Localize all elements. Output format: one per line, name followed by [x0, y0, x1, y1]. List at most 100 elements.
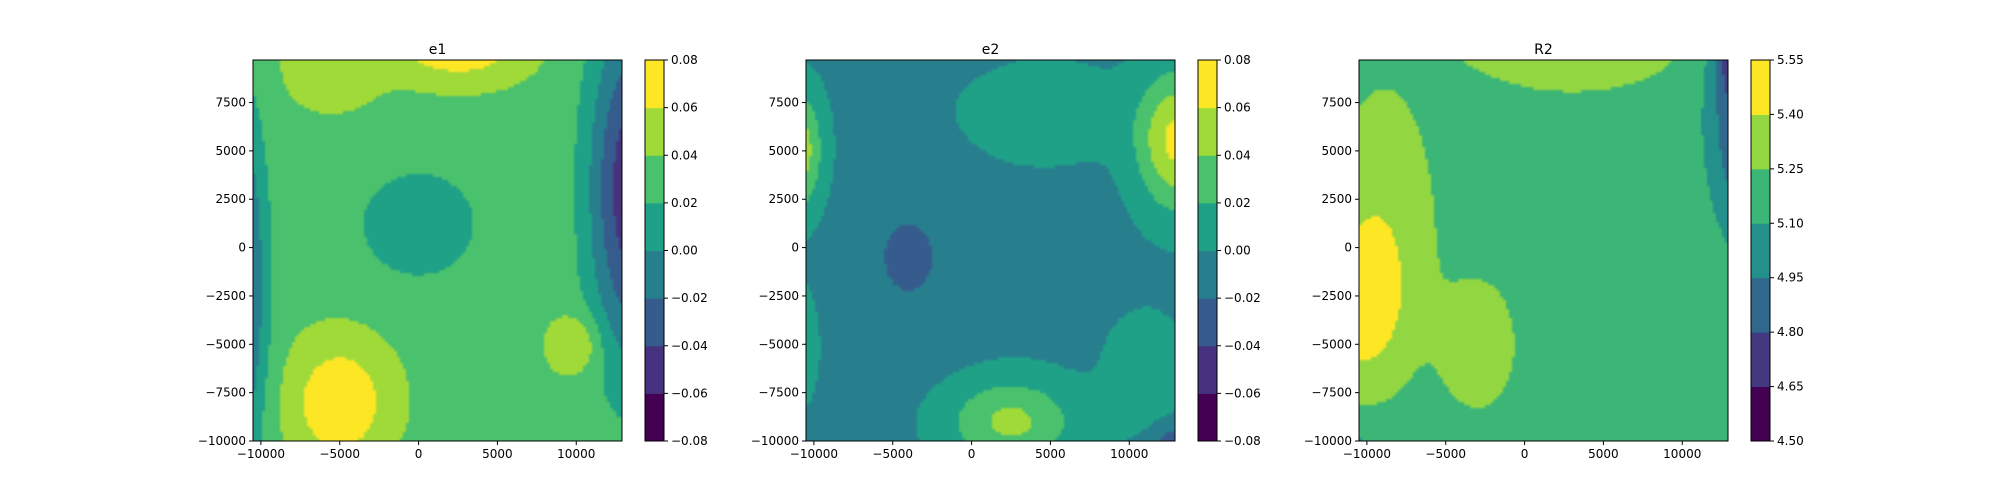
colorbar-tick-label: −0.06 [1224, 386, 1261, 400]
panel-title: e2 [982, 42, 1000, 58]
colorbar-band [645, 298, 664, 347]
colorbar-band [1751, 223, 1770, 279]
colorbar-band [1751, 60, 1770, 115]
colorbar-band [1198, 250, 1217, 299]
y-tick-label: 7500 [1321, 96, 1352, 110]
contour-fill [1359, 60, 1728, 441]
panel-e2: e2 −10000 −5000 0 5000 10000 −10000 −7500 −500… [751, 42, 1261, 461]
x-tick-label: −5000 [319, 447, 360, 461]
y-tick-label: 5000 [1321, 144, 1352, 158]
x-axis-ticks: −10000 −5000 0 5000 10000 [237, 441, 595, 461]
y-tick-label: 0 [238, 241, 246, 255]
y-tick-label: 5000 [768, 144, 799, 158]
colorbar-band [1198, 393, 1217, 442]
colorbar-band [1751, 168, 1770, 224]
y-tick-label: −7500 [1311, 386, 1352, 400]
x-tick-label: 10000 [1110, 447, 1148, 461]
y-tick-label: −5000 [758, 337, 799, 351]
panel-r2: R2 −10000 −5000 0 5000 10000 −10000 −7500 −500… [1304, 42, 1804, 461]
colorbar-band [1198, 107, 1217, 156]
y-tick-label: −7500 [758, 386, 799, 400]
plot-frame [252, 59, 623, 442]
y-tick-label: 2500 [768, 192, 799, 206]
colorbar-tick-label: −0.04 [1224, 339, 1261, 353]
x-tick-label: 0 [415, 447, 423, 461]
contour-plot [252, 59, 623, 442]
y-tick-label: −5000 [1311, 337, 1352, 351]
colorbar-tick-label: 0.02 [1224, 196, 1251, 210]
x-tick-label: 5000 [1035, 447, 1066, 461]
colorbar-tick-label: 0.04 [671, 148, 698, 162]
x-tick-label: 5000 [1588, 447, 1619, 461]
x-tick-label: −10000 [790, 447, 838, 461]
x-tick-label: −10000 [1343, 447, 1391, 461]
y-tick-label: −10000 [751, 434, 799, 448]
colorbar-tick-label: 5.40 [1777, 107, 1804, 121]
colorbar-tick-label: 0.00 [671, 244, 698, 258]
colorbar-band [1198, 202, 1217, 251]
colorbar-band [645, 155, 664, 204]
colorbar-tick-label: −0.06 [671, 386, 708, 400]
colorbar-tick-label: 4.50 [1777, 434, 1804, 448]
colorbar-tick-label: −0.04 [671, 339, 708, 353]
contour-fill [253, 60, 622, 441]
x-tick-label: −5000 [872, 447, 913, 461]
colorbar-tick-label: 5.55 [1777, 53, 1804, 67]
x-tick-label: 5000 [482, 447, 513, 461]
colorbar: −0.08 −0.06 −0.04 −0.02 0.00 0.02 0.04 0.06 0.08 [644, 53, 708, 448]
colorbar-band [645, 345, 664, 394]
colorbar-tick-label: 5.10 [1777, 216, 1804, 230]
colorbar-tick-label: 4.80 [1777, 325, 1804, 339]
y-axis-ticks: −10000 −7500 −5000 −2500 0 2500 5000 7500 [751, 96, 806, 448]
y-tick-label: −2500 [205, 289, 246, 303]
colorbar-tick-label: 0.06 [1224, 101, 1251, 115]
colorbar-tick-label: 4.65 [1777, 380, 1804, 394]
x-tick-label: 0 [968, 447, 976, 461]
colorbar-band [645, 250, 664, 299]
colorbar-band [1198, 298, 1217, 347]
contour-plot [1358, 59, 1729, 442]
colorbar-tick-label: −0.02 [671, 291, 708, 305]
y-tick-label: 5000 [215, 144, 246, 158]
x-tick-label: −5000 [1425, 447, 1466, 461]
colorbar-tick-label: −0.08 [1224, 434, 1261, 448]
y-tick-label: −2500 [758, 289, 799, 303]
colorbar-tick-label: 0.08 [671, 53, 698, 67]
x-tick-label: 10000 [557, 447, 595, 461]
y-tick-label: −5000 [205, 337, 246, 351]
colorbar-tick-label: 4.95 [1777, 271, 1804, 285]
colorbar-tick-label: 5.25 [1777, 162, 1804, 176]
colorbar-band [1198, 60, 1217, 109]
contour-fill [806, 60, 1175, 441]
colorbar-tick-label: 0.02 [671, 196, 698, 210]
colorbar-band [645, 202, 664, 251]
y-tick-label: 7500 [215, 96, 246, 110]
y-tick-label: −2500 [1311, 289, 1352, 303]
colorbar-band [1751, 277, 1770, 333]
panel-e1: e1 −10000 −5000 0 5000 10000 −10000 −7500 −500… [198, 42, 708, 461]
colorbar-band [645, 60, 664, 109]
x-tick-label: −10000 [237, 447, 285, 461]
y-tick-label: 0 [791, 241, 799, 255]
colorbar-band [1198, 345, 1217, 394]
y-tick-label: 2500 [215, 192, 246, 206]
panel-title: R2 [1534, 42, 1553, 58]
colorbar-tick-label: −0.02 [1224, 291, 1261, 305]
y-tick-label: −10000 [1304, 434, 1352, 448]
y-tick-label: 7500 [768, 96, 799, 110]
colorbar-tick-label: −0.08 [671, 434, 708, 448]
x-tick-label: 0 [1521, 447, 1529, 461]
x-tick-label: 10000 [1663, 447, 1701, 461]
colorbar-frame [1750, 59, 1771, 442]
contour-plot [805, 59, 1176, 442]
colorbar: −0.08 −0.06 −0.04 −0.02 0.00 0.02 0.04 0.06 0.08 [1197, 53, 1261, 448]
y-tick-label: −7500 [205, 386, 246, 400]
colorbar-band [1751, 386, 1770, 442]
colorbar-tick-label: 0.06 [671, 101, 698, 115]
colorbar-tick-label: 0.04 [1224, 148, 1251, 162]
y-axis-ticks: −10000 −7500 −5000 −2500 0 2500 5000 7500 [198, 96, 253, 448]
colorbar-tick-label: 0.08 [1224, 53, 1251, 67]
x-axis-ticks: −10000 −5000 0 5000 10000 [790, 441, 1148, 461]
colorbar: 4.50 4.65 4.80 4.95 5.10 5.25 5.40 5.55 [1750, 53, 1804, 448]
